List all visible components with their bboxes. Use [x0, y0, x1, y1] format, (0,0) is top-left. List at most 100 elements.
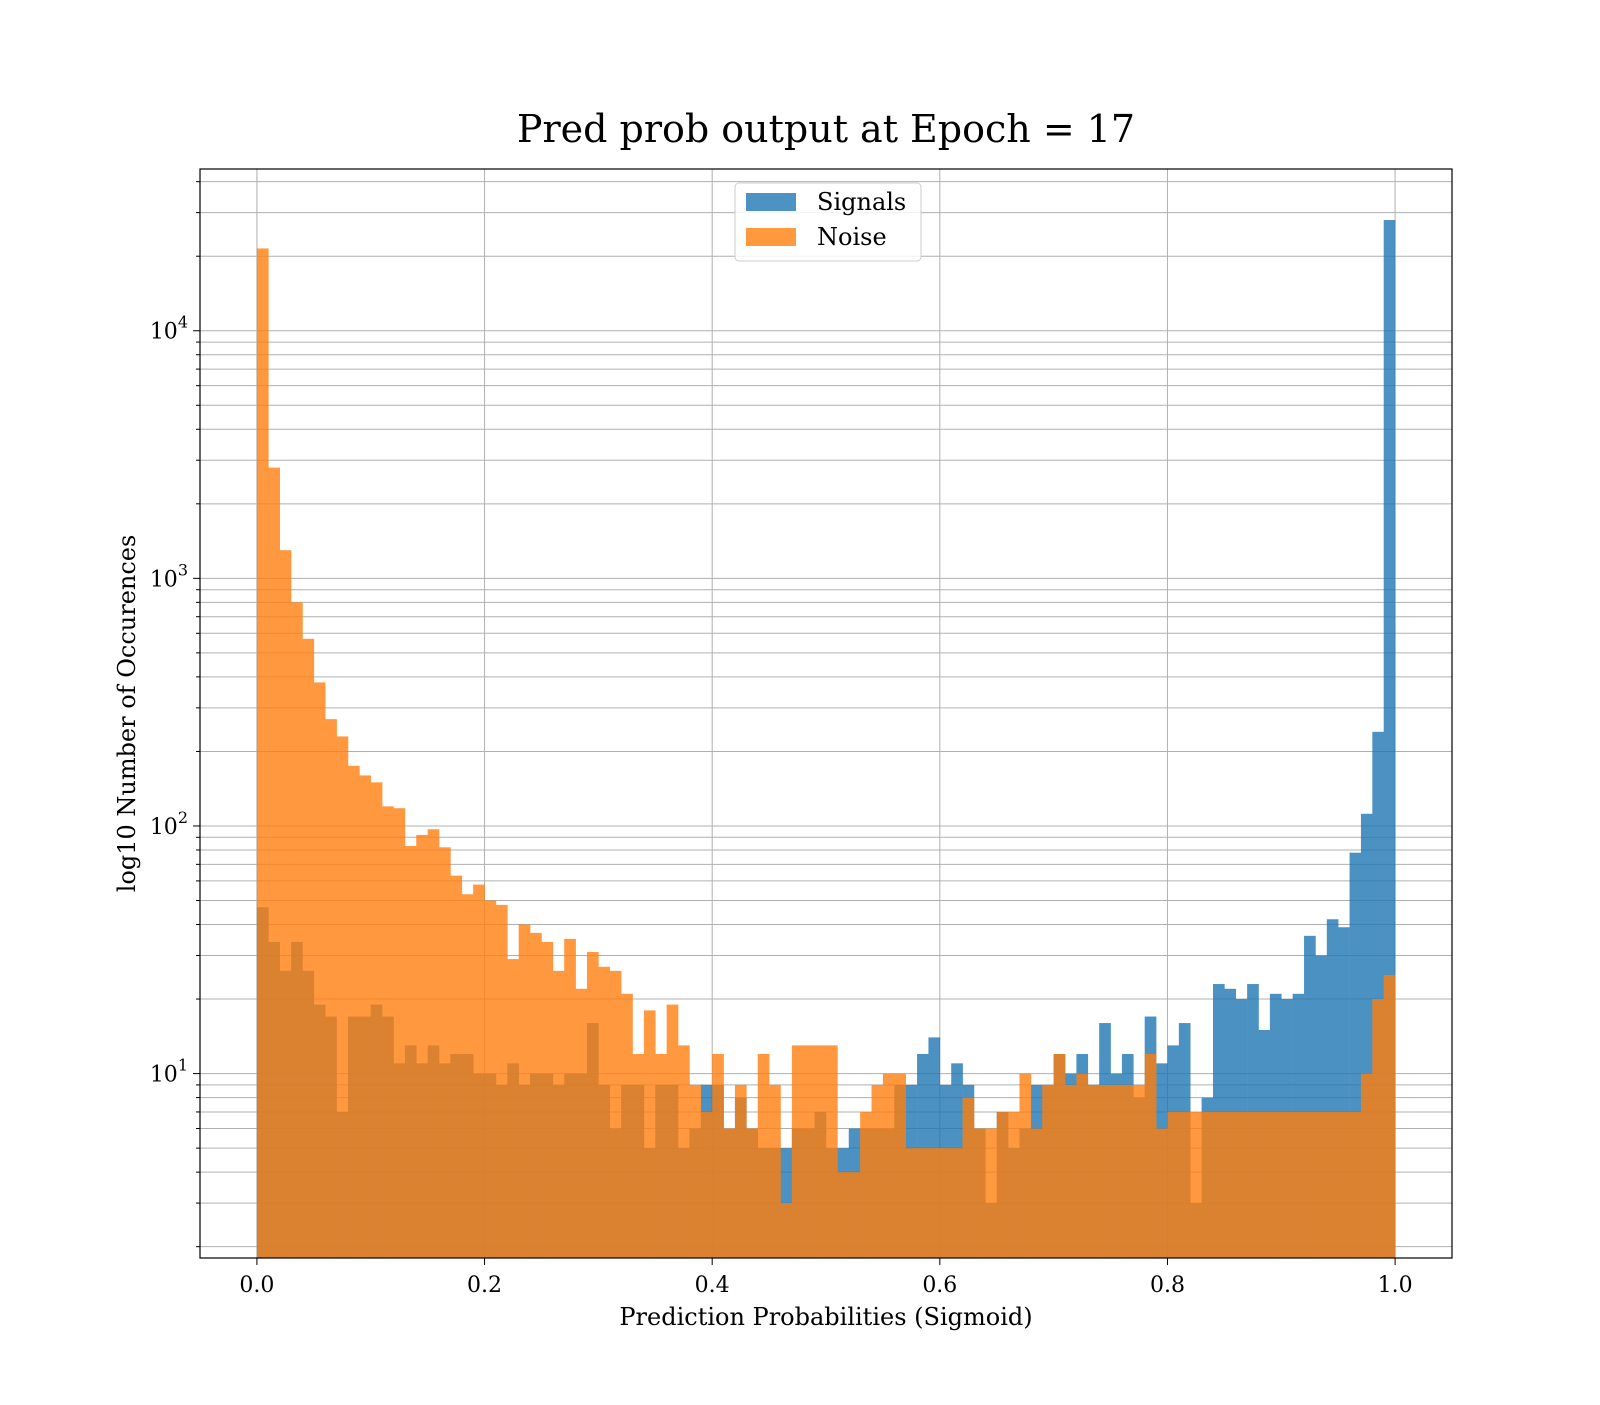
- bar: [814, 1045, 827, 1258]
- bar: [757, 1053, 770, 1258]
- ticks-layer: 0.0 0.2 0.4 0.6 0.8 1.0 101 102 103 104: [150, 181, 1413, 1298]
- bar: [1156, 1128, 1168, 1258]
- bar: [473, 884, 485, 1258]
- bar: [1042, 1084, 1054, 1258]
- bar: [416, 834, 428, 1258]
- y-tick-label: 101: [150, 1056, 188, 1088]
- bar: [643, 1010, 656, 1258]
- bar: [1338, 927, 1350, 1258]
- y-tick-label: 102: [150, 808, 188, 840]
- bar: [1360, 813, 1373, 1258]
- bar: [370, 782, 383, 1258]
- bar: [848, 1172, 861, 1258]
- bar: [256, 248, 269, 1258]
- bar: [894, 1073, 906, 1258]
- bar: [1258, 1111, 1271, 1258]
- legend-swatch: [746, 228, 796, 246]
- bar: [1212, 1111, 1225, 1258]
- legend-label: Signals: [817, 188, 906, 216]
- bar: [769, 1084, 781, 1258]
- bar: [427, 829, 440, 1258]
- bar: [1076, 1073, 1089, 1258]
- bar: [609, 970, 622, 1258]
- x-tick-label: 0.8: [1150, 1273, 1185, 1298]
- chart-title: Pred prob output at Epoch = 17: [517, 107, 1135, 151]
- legend: Signals Noise: [734, 182, 922, 262]
- bar: [1167, 1111, 1180, 1258]
- x-tick-label: 0.0: [239, 1273, 274, 1298]
- bar: [268, 467, 280, 1258]
- bar: [347, 765, 360, 1258]
- bar: [1304, 935, 1316, 1258]
- bar: [1224, 1111, 1237, 1258]
- bar: [734, 1084, 747, 1258]
- bar: [302, 638, 315, 1258]
- bar: [621, 993, 633, 1258]
- bar: [552, 970, 565, 1258]
- bar: [393, 808, 406, 1258]
- bar: [1315, 1111, 1328, 1258]
- bar: [655, 1053, 667, 1258]
- bar: [700, 1111, 713, 1258]
- bar: [780, 1203, 793, 1258]
- bar: [1315, 955, 1328, 1258]
- bar: [1269, 1111, 1282, 1258]
- bar: [837, 1172, 850, 1258]
- bar: [1292, 1111, 1305, 1258]
- bar: [325, 719, 337, 1258]
- bar: [1144, 1053, 1157, 1258]
- bar: [1326, 1111, 1339, 1258]
- bar: [439, 847, 451, 1258]
- x-tick-label: 0.4: [695, 1273, 730, 1298]
- bar: [689, 1084, 702, 1258]
- x-tick-label: 0.6: [922, 1273, 957, 1298]
- bar: [1349, 852, 1362, 1258]
- y-tick-label: 104: [150, 313, 188, 345]
- bar: [780, 1148, 793, 1258]
- bar: [1008, 1111, 1020, 1258]
- bar: [507, 959, 519, 1258]
- bar: [1053, 1053, 1066, 1258]
- bar: [1178, 1111, 1191, 1258]
- bar: [1065, 1084, 1077, 1258]
- bar: [712, 1053, 724, 1258]
- bar: [598, 966, 611, 1258]
- bar: [882, 1073, 895, 1258]
- plot-frame: [199, 168, 1453, 1259]
- x-tick-label: 1.0: [1378, 1273, 1413, 1298]
- bar: [1087, 1084, 1100, 1258]
- bars-layer: [256, 220, 1396, 1259]
- x-axis-label: Prediction Probabilities (Sigmoid): [619, 1303, 1032, 1331]
- bar: [313, 682, 326, 1258]
- bar: [1201, 1111, 1214, 1258]
- bar: [905, 1148, 918, 1258]
- bar: [939, 1148, 952, 1258]
- bar: [518, 924, 531, 1258]
- bar: [1349, 1111, 1362, 1258]
- y-tick-label: 103: [150, 560, 188, 592]
- bar: [382, 806, 394, 1258]
- bar: [1372, 731, 1385, 1258]
- bar: [404, 846, 417, 1258]
- bar: [450, 875, 463, 1258]
- bar: [484, 900, 497, 1258]
- bar: [860, 1111, 872, 1258]
- bar: [723, 1128, 736, 1258]
- bar: [1190, 1111, 1202, 1258]
- bar: [541, 941, 554, 1258]
- bar: [1110, 1084, 1123, 1258]
- bar: [1304, 1111, 1316, 1258]
- legend-label: Noise: [817, 223, 887, 251]
- bar: [1030, 1128, 1043, 1258]
- bar: [530, 932, 542, 1258]
- bar: [632, 1053, 645, 1258]
- bar: [1121, 1084, 1134, 1258]
- bar: [666, 1004, 679, 1258]
- bar: [1099, 1084, 1111, 1258]
- bar: [928, 1148, 941, 1258]
- bar: [1383, 220, 1396, 1259]
- bar: [1372, 999, 1385, 1258]
- bar: [461, 894, 474, 1258]
